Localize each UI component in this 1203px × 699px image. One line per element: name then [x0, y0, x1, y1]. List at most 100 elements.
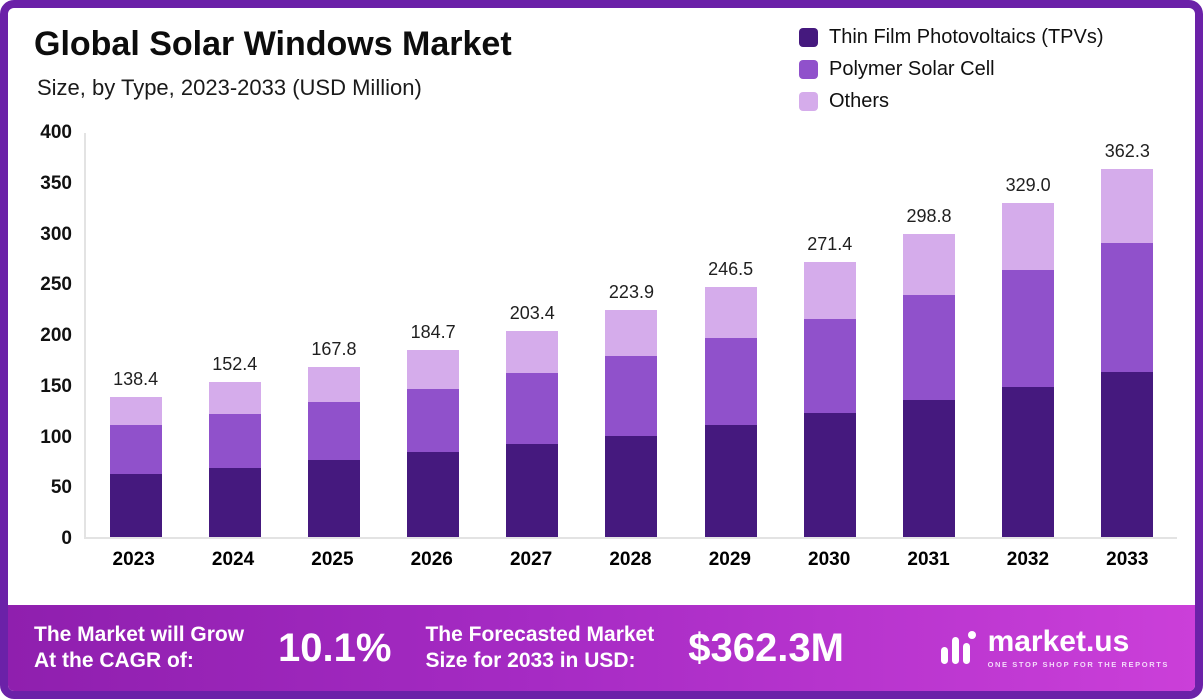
cagr-value: 10.1%	[278, 625, 392, 670]
forecast-label-line2: Size for 2033 in USD:	[425, 649, 636, 672]
x-axis-label: 2026	[410, 549, 453, 570]
bar-segment-2	[506, 330, 559, 373]
bar-segment-2	[208, 382, 261, 415]
bar-stack	[605, 309, 658, 537]
y-axis-tick: 150	[40, 375, 72, 397]
bar-segment-0	[902, 399, 955, 537]
brand-tagline: ONE STOP SHOP FOR THE REPORTS	[987, 660, 1169, 670]
legend-label: Others	[829, 90, 890, 112]
y-axis-tick: 400	[40, 122, 72, 143]
legend-item-1: Polymer Solar Cell	[799, 58, 1169, 81]
x-axis-label: 2029	[708, 549, 751, 570]
x-axis: 2023 2024 2025 2026 2027 2028 2029 2030 2031 2032…	[84, 539, 1177, 571]
bar-segment-1	[307, 402, 360, 460]
bar-segment-2	[704, 286, 757, 339]
bar-segment-1	[605, 356, 658, 436]
bar-segment-2	[109, 396, 162, 426]
chart-header: Global Solar Windows Market Size, by Typ…	[8, 8, 1195, 113]
x-axis-label: 2031	[907, 549, 950, 570]
bar-segment-1	[1101, 242, 1154, 372]
bar-group-2026: 184.7	[384, 133, 483, 537]
bar-stack	[407, 349, 460, 537]
plot: 138.4 152.4 167.8 184.7 203.4 223.9 246.5 271.4…	[84, 133, 1177, 539]
forecast-label-line1: The Forecasted Market	[425, 622, 655, 646]
bar-group-2023: 138.4	[86, 133, 185, 537]
bar-segment-1	[803, 318, 856, 414]
bar-segment-0	[109, 474, 162, 537]
plot-wrap: 138.4 152.4 167.8 184.7 203.4 223.9 246.5 271.4…	[84, 133, 1177, 605]
bar-total-label: 271.4	[807, 233, 853, 254]
x-axis-label: 2027	[509, 549, 553, 570]
legend-item-0: Thin Film Photovoltaics (TPVs)	[799, 26, 1169, 49]
bar-segment-2	[902, 233, 955, 296]
legend-item-2: Others	[799, 90, 1169, 113]
bar-group-2027: 203.4	[483, 133, 582, 537]
bar-segment-2	[407, 349, 460, 389]
bar-segment-0	[704, 425, 757, 537]
bar-segment-2	[605, 309, 658, 357]
bar-segment-1	[902, 295, 955, 400]
bar-total-label: 362.3	[1104, 141, 1150, 162]
footer-banner: The Market will Grow At the CAGR of: 10.…	[8, 605, 1195, 691]
bar-total-label: 184.7	[410, 321, 456, 342]
bar-group-2031: 298.8	[879, 133, 978, 537]
bar-segment-0	[307, 459, 360, 537]
bar-group-2030: 271.4	[780, 133, 879, 537]
bar-segment-0	[208, 467, 261, 537]
chart-title: Global Solar Windows Market	[34, 25, 512, 63]
bar-stack	[1101, 169, 1154, 537]
legend-swatch	[799, 92, 818, 111]
bar-group-2032: 329.0	[979, 133, 1078, 537]
bar-segment-1	[506, 372, 559, 444]
bar-segment-2	[1101, 169, 1154, 243]
bar-group-2024: 152.4	[185, 133, 284, 537]
bar-segment-0	[803, 413, 856, 537]
x-axis-label: 2025	[311, 549, 354, 570]
y-axis-tick: 100	[40, 426, 72, 448]
market-us-logo-icon	[940, 631, 976, 664]
bar-segment-1	[208, 414, 261, 468]
bar-segment-0	[1101, 371, 1154, 537]
x-axis-label: 2030	[808, 549, 851, 570]
bar-stack	[506, 330, 559, 537]
bar-stack	[109, 396, 162, 537]
forecast-value: $362.3M	[688, 625, 844, 670]
bar-stack	[1002, 203, 1055, 537]
brand-name: market.us	[987, 625, 1130, 659]
cagr-label-line1: The Market will Grow	[34, 622, 245, 646]
y-axis-tick: 300	[40, 223, 72, 245]
bar-segment-1	[1002, 270, 1055, 387]
bar-stack	[803, 261, 856, 537]
bar-stack	[902, 233, 955, 537]
bar-total-label: 138.4	[113, 368, 159, 389]
chart-subtitle: Size, by Type, 2023-2033 (USD Million)	[37, 74, 422, 100]
cagr-label: The Market will Grow At the CAGR of:	[34, 622, 244, 675]
bar-segment-0	[407, 451, 460, 537]
x-axis-label: 2028	[609, 549, 652, 570]
bar-segment-1	[407, 388, 460, 452]
bar-total-label: 203.4	[509, 302, 555, 323]
y-axis-tick: 350	[40, 172, 72, 194]
x-axis-label: 2023	[112, 549, 155, 570]
legend-label: Polymer Solar Cell	[829, 58, 995, 80]
bar-group-2033: 362.3	[1078, 133, 1177, 537]
bar-segment-2	[1002, 203, 1055, 271]
bar-total-label: 223.9	[608, 281, 654, 302]
y-axis-tick: 200	[40, 325, 72, 346]
cagr-label-line2: At the CAGR of:	[34, 649, 194, 672]
legend-swatch	[799, 28, 818, 47]
bar-total-label: 298.8	[906, 205, 952, 226]
bar-group-2025: 167.8	[284, 133, 383, 537]
bar-segment-0	[506, 443, 559, 537]
bar-segment-2	[803, 261, 856, 319]
bar-total-label: 167.8	[311, 338, 357, 359]
y-axis-tick: 250	[40, 274, 72, 296]
legend-label: Thin Film Photovoltaics (TPVs)	[829, 26, 1104, 48]
title-block: Global Solar Windows Market Size, by Typ…	[34, 24, 512, 101]
x-axis-label: 2032	[1006, 549, 1050, 570]
legend: Thin Film Photovoltaics (TPVs) Polymer So…	[799, 24, 1169, 113]
bar-segment-1	[109, 425, 162, 475]
y-axis-tick: 0	[61, 528, 72, 549]
bar-segment-0	[1002, 386, 1055, 537]
